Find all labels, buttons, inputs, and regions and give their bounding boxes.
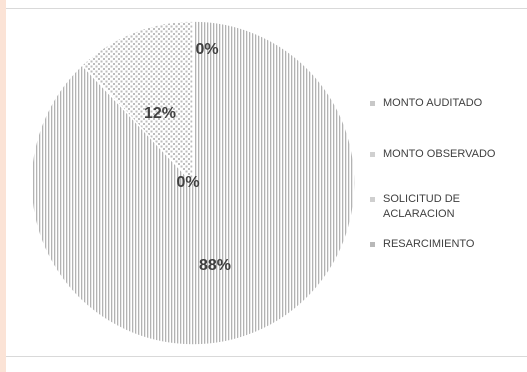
data-label-monto-observado: 12%: [144, 105, 176, 122]
legend-item-monto-auditado: MONTO AUDITADO: [370, 96, 520, 111]
legend-item-solicitud-de-aclaracion: SOLICITUD DE ACLARACION: [370, 192, 490, 222]
data-label-solicitud-de-aclaracion: 0%: [176, 174, 199, 191]
left-accent-strip: [0, 0, 6, 372]
legend-label: RESARCIMIENTO: [383, 238, 475, 250]
legend-swatch-dots: [370, 152, 375, 157]
legend-label: MONTO OBSERVADO: [383, 148, 496, 160]
legend-item-monto-observado: MONTO OBSERVADO: [370, 147, 520, 162]
data-label-monto-auditado: 88%: [199, 257, 231, 274]
legend-label: MONTO AUDITADO: [383, 97, 483, 109]
slice-monto-observado: [81, 20, 194, 185]
data-label-resarcimiento: 0%: [195, 41, 218, 58]
legend-swatch-diagonal: [370, 197, 375, 202]
legend-swatch-solid: [370, 242, 375, 247]
legend-label: SOLICITUD DE ACLARACION: [383, 193, 461, 220]
top-divider: [6, 8, 527, 9]
bottom-divider: [6, 356, 527, 357]
legend-swatch-vertical-lines: [370, 101, 375, 106]
legend-item-resarcimiento: RESARCIMIENTO: [370, 237, 520, 252]
